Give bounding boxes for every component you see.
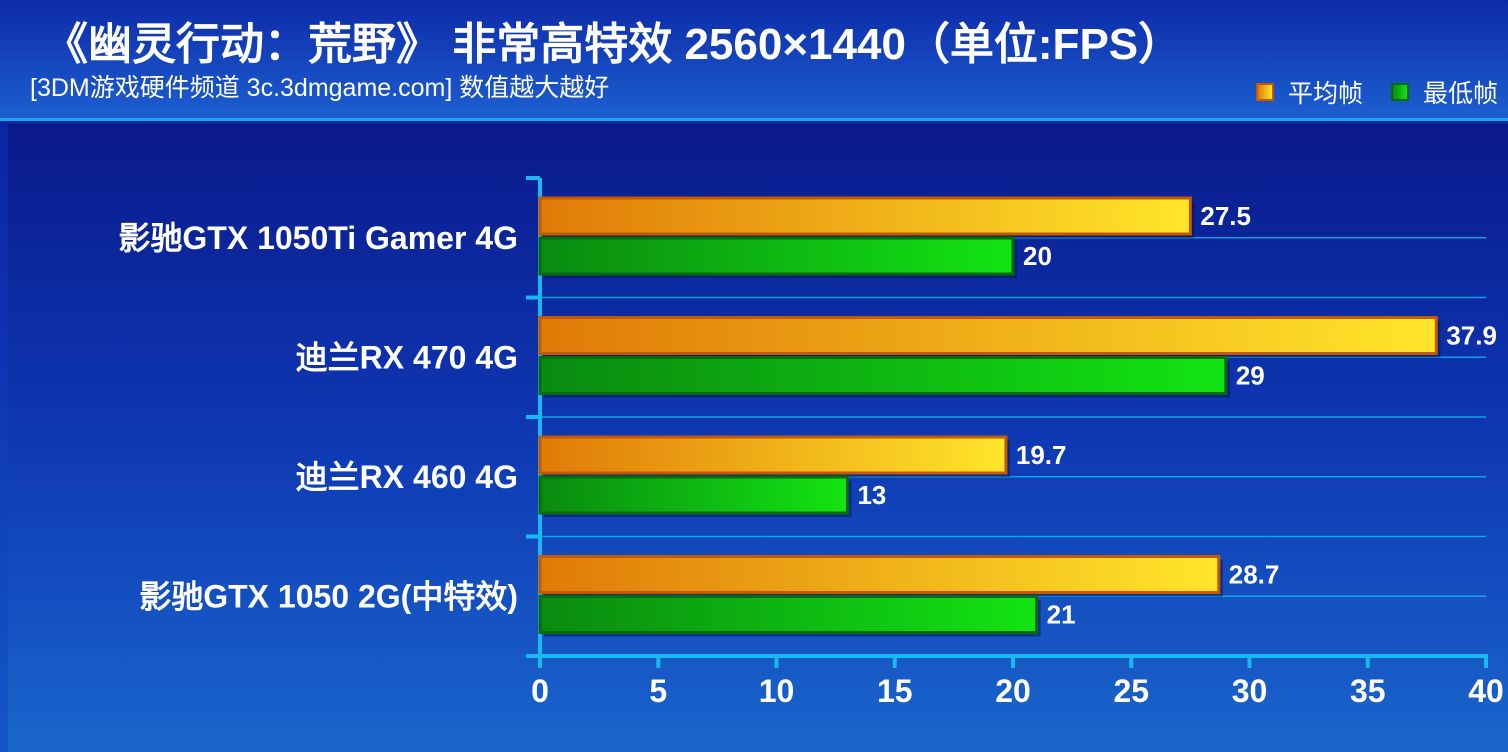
- value-label-avg: 37.9: [1446, 321, 1497, 351]
- x-tick-label: 25: [1113, 673, 1149, 709]
- x-tick-label: 0: [531, 673, 549, 709]
- x-tick-label: 35: [1350, 673, 1386, 709]
- legend-swatch-min: [1390, 83, 1409, 101]
- x-tick-label: 20: [995, 673, 1031, 709]
- x-tick-label: 10: [759, 673, 795, 709]
- chart-title: 《幽灵行动：荒野》 非常高特效 2560×1440（单位:FPS）: [44, 20, 1183, 69]
- bar-chart: 0 5 10 15 20 25 30 35 40 影驰GTX 1050Ti Gamer 4G 27.…: [118, 176, 1504, 709]
- chart-subtitle: [3DM游戏硬件频道 3c.3dmgame.com] 数值越大越好: [30, 74, 610, 102]
- bar-avg: [538, 316, 1438, 355]
- chart-legend: 平均帧 最低帧: [1238, 74, 1498, 110]
- bar-min: [538, 356, 1228, 395]
- value-label-min: 20: [1023, 241, 1052, 271]
- chart-header: 《幽灵行动：荒野》 非常高特效 2560×1440（单位:FPS） [3DM游戏…: [0, 0, 1508, 121]
- x-tick-label: 5: [649, 673, 667, 709]
- category-label: 影驰GTX 1050Ti Gamer 4G: [118, 220, 518, 256]
- value-label-min: 13: [857, 480, 886, 510]
- bar-avg: [538, 555, 1221, 594]
- legend-swatch-avg: [1255, 83, 1274, 101]
- value-label-avg: 27.5: [1200, 201, 1251, 231]
- bar-min: [538, 475, 849, 515]
- bar-min: [538, 236, 1015, 276]
- legend-label-min: 最低帧: [1422, 80, 1498, 108]
- bar-min: [538, 595, 1039, 634]
- bar-avg: [538, 435, 1008, 475]
- plot-area: 0 5 10 15 20 25 30 35 40 影驰GTX 1050Ti Gamer 4G 27.…: [8, 124, 1508, 752]
- value-label-min: 29: [1236, 361, 1265, 391]
- bar-avg: [538, 196, 1192, 236]
- value-label-avg: 28.7: [1229, 560, 1280, 590]
- x-tick-label: 30: [1232, 673, 1268, 709]
- legend-item-min: 最低帧: [1390, 74, 1498, 110]
- value-label-min: 21: [1047, 600, 1076, 630]
- legend-item-avg: 平均帧: [1255, 74, 1363, 110]
- category-label: 迪兰RX 460 4G: [296, 459, 518, 495]
- x-tick-label: 40: [1468, 673, 1504, 709]
- legend-label-avg: 平均帧: [1287, 80, 1363, 108]
- category-label: 影驰GTX 1050 2G(中特效): [139, 578, 518, 614]
- value-label-avg: 19.7: [1016, 440, 1067, 470]
- x-tick-label: 15: [877, 673, 913, 709]
- category-label: 迪兰RX 470 4G: [296, 339, 518, 375]
